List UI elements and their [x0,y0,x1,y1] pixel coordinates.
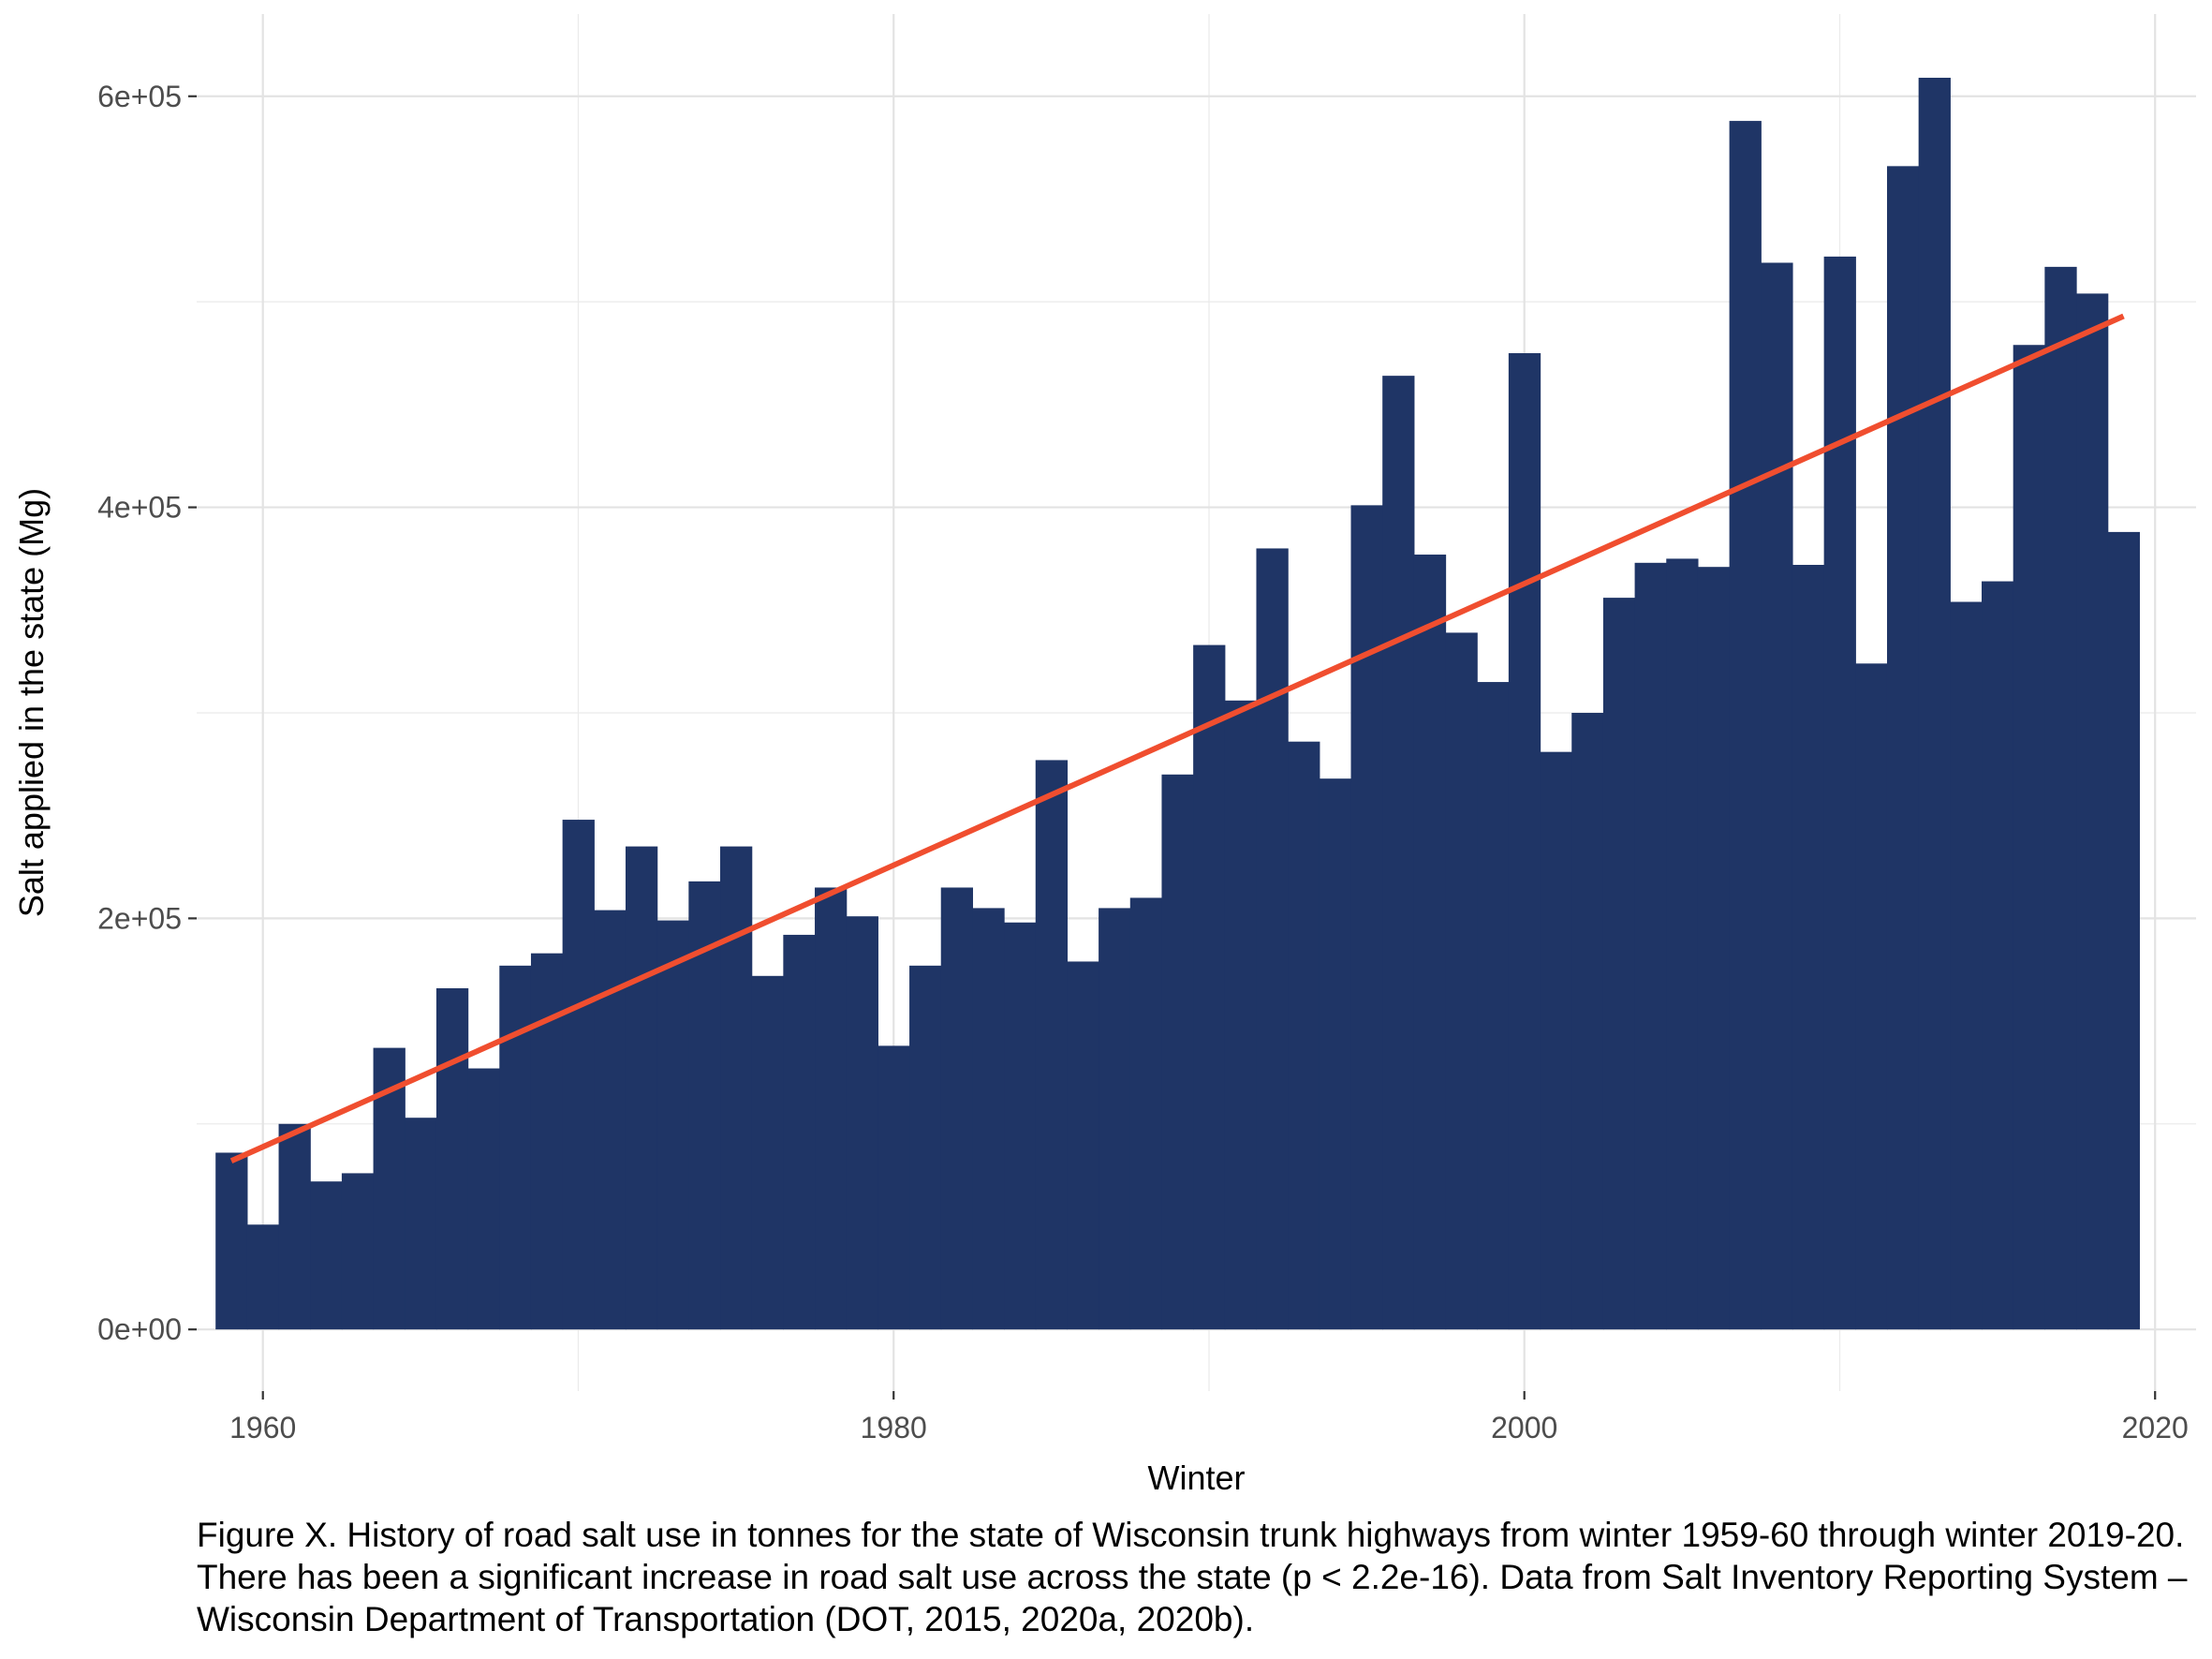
y-tick-label: 6e+05 [97,80,182,113]
bar [625,846,658,1330]
bar [1256,548,1289,1330]
bar [1697,567,1731,1330]
bar [1792,565,1825,1330]
bar [2076,293,2109,1330]
bar [877,1045,910,1330]
bar [530,953,564,1330]
bar [1004,922,1037,1330]
x-tick-label: 1960 [229,1411,296,1444]
bar [2044,266,2077,1330]
bar [1729,121,1762,1330]
bar [1855,663,1888,1330]
bar [720,846,753,1330]
bar [1445,632,1478,1330]
bar [341,1173,375,1330]
bar [310,1181,343,1330]
bar [1382,376,1415,1330]
bar [1634,562,1667,1330]
bar [846,916,878,1330]
bar [1129,897,1163,1330]
bar [1761,262,1793,1330]
bar [783,934,816,1330]
bar [1886,166,1920,1330]
bar [1161,774,1194,1330]
trend-line-group [229,313,2125,1164]
bar [2107,531,2140,1330]
bar [1477,682,1510,1330]
bar [1319,778,1352,1330]
y-tick-label: 0e+00 [97,1312,182,1346]
bar [435,987,469,1330]
bar [1035,760,1069,1330]
bar [1067,961,1099,1330]
x-axis: 1960 1980 2000 2020 [229,1391,2189,1444]
bar [1288,741,1320,1330]
bar [940,887,974,1330]
bar [1508,353,1541,1330]
bar [499,965,532,1330]
y-axis-title: Salt applied in the state (Mg) [12,488,51,917]
figure-caption: Figure X. History of road salt use in to… [197,1516,2188,1638]
bar [278,1123,311,1330]
bar [1950,601,1983,1330]
bar [1918,78,1951,1330]
bar [1193,644,1226,1330]
bar [656,920,689,1330]
bar [562,820,595,1330]
bar [1666,558,1699,1330]
trend-line [229,313,2125,1164]
bar [215,1152,248,1330]
x-tick-label: 2000 [1491,1411,1557,1444]
x-axis-title: Winter [1147,1459,1245,1497]
bar [1350,505,1383,1330]
bar [1982,581,2014,1330]
bar [815,887,848,1330]
bar [972,908,1005,1330]
bar [246,1224,280,1330]
bar [1540,751,1572,1330]
bar [1413,555,1447,1330]
y-tick-label: 2e+05 [97,901,182,935]
bar [1224,700,1258,1330]
bar [1571,712,1604,1330]
bar [751,975,784,1330]
y-tick-label: 4e+05 [97,491,182,525]
bar [594,910,627,1330]
bar [1099,908,1131,1330]
x-tick-label: 1980 [861,1411,927,1444]
bar [909,965,942,1330]
bar [1602,598,1636,1330]
salt-use-chart: 0e+00 2e+05 4e+05 6e+05 1960 1980 2000 2020 Wi… [12,14,2196,1497]
bar [2013,345,2045,1330]
bar [405,1118,437,1330]
y-axis: 0e+00 2e+05 4e+05 6e+05 [97,80,197,1346]
bar [1823,256,1856,1330]
bar [467,1068,500,1330]
bar-series [215,78,2140,1330]
x-tick-label: 2020 [2122,1411,2189,1444]
